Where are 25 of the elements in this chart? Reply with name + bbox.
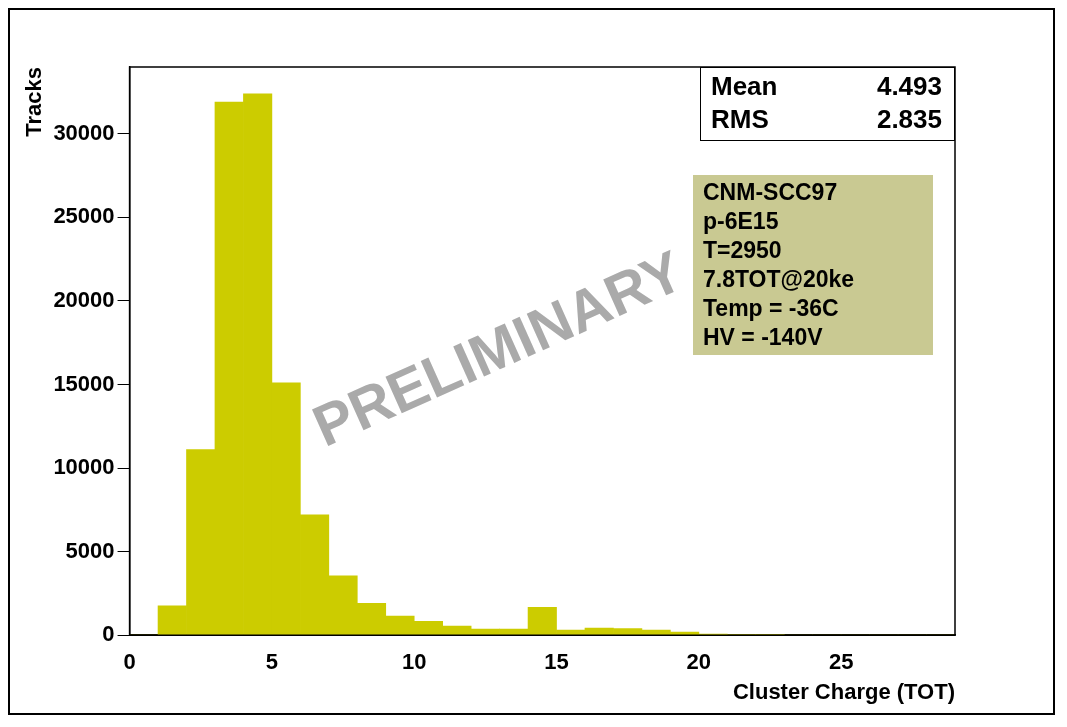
y-tick-label: 0	[102, 621, 115, 647]
annotation: 4.493	[876, 70, 942, 103]
y-tick-label: 5000	[65, 537, 115, 563]
y-tick-label: 10000	[53, 454, 115, 480]
y-tick-label: 25000	[53, 203, 115, 229]
x-tick-label: 15	[544, 649, 569, 675]
annotation: T=2950	[703, 236, 783, 265]
annotation: HV = -140V	[703, 323, 824, 352]
x-tick-label: 5	[265, 649, 279, 675]
annotation: 2.835	[876, 103, 942, 136]
annotation: Mean	[711, 70, 778, 103]
x-axis-title: Cluster Charge (TOT)	[732, 678, 955, 704]
y-tick-label: 30000	[53, 119, 115, 145]
annotation: p-6E15	[703, 207, 780, 236]
x-tick-label: 25	[828, 649, 854, 675]
y-tick-label: 15000	[53, 370, 115, 396]
annotation: RMS	[711, 103, 769, 136]
annotation: 7.8TOT@20ke	[703, 265, 856, 294]
y-tick-label: 20000	[53, 287, 115, 313]
x-tick-label: 0	[123, 649, 136, 675]
annotation: Temp = -36C	[703, 294, 840, 323]
y-axis-title: Tracks	[21, 67, 47, 137]
annotation: CNM-SCC97	[703, 178, 839, 207]
x-tick-label: 10	[401, 649, 427, 675]
x-tick-label: 20	[686, 649, 712, 675]
